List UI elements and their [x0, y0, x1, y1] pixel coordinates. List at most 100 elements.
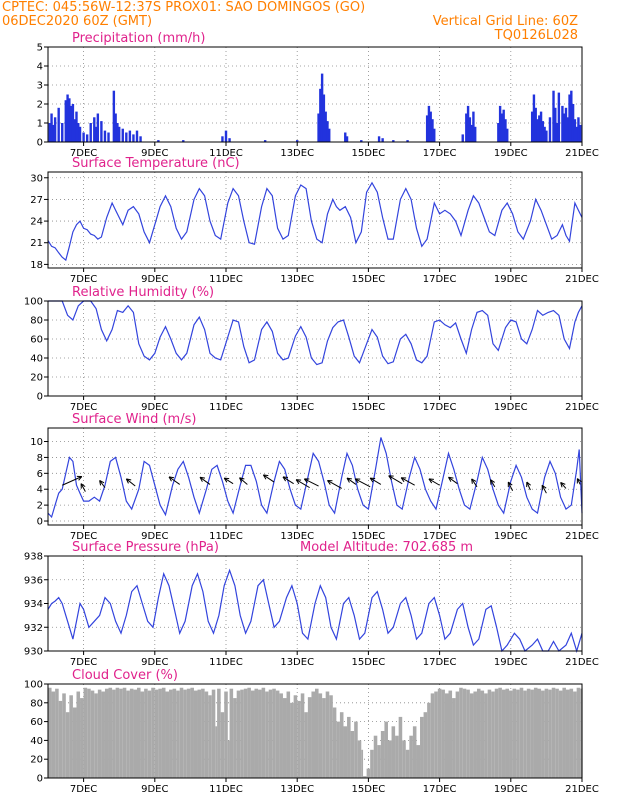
- cloud-cover-xtick-label: 7DEC: [70, 784, 97, 795]
- humidity-xtick-label: 15DEC: [352, 402, 386, 413]
- cloud-bar: [361, 749, 364, 778]
- cloud-bar: [322, 698, 326, 778]
- precip-bar: [64, 100, 67, 142]
- temperature-xtick-label: 15DEC: [352, 274, 386, 285]
- wind-arrow: [223, 477, 234, 485]
- precip-bar: [107, 132, 110, 142]
- precip-bar: [568, 94, 571, 142]
- humidity-ytick-label: 80: [30, 316, 43, 327]
- precip-bar: [466, 105, 470, 142]
- humidity-ytick-label: 60: [30, 335, 43, 346]
- precip-bar: [100, 121, 103, 142]
- cloud-cover-xtick-label: 9DEC: [141, 784, 168, 795]
- cloud-bar: [405, 749, 410, 778]
- cloud-bar: [501, 689, 506, 778]
- precip-bar: [77, 123, 80, 142]
- temperature-xtick-label: 17DEC: [423, 274, 457, 285]
- humidity-ytick-label: 20: [30, 373, 43, 384]
- cloud-bar: [297, 700, 301, 778]
- precip-bar: [322, 94, 326, 142]
- cloud-cover-title: Cloud Cover (%): [72, 668, 178, 683]
- pressure-xtick-label: 11DEC: [209, 657, 243, 668]
- cloud-bar: [576, 687, 581, 778]
- humidity-xtick-label: 19DEC: [494, 402, 528, 413]
- precipitation-ytick-label: 5: [37, 43, 43, 54]
- wind-xtick-label: 13DEC: [280, 531, 314, 542]
- cloud-bar: [448, 690, 453, 778]
- humidity-ytick-label: 0: [37, 392, 43, 403]
- precip-bar: [381, 138, 384, 142]
- cloud-bar: [555, 688, 559, 778]
- cloud-bar: [154, 689, 159, 778]
- cloud-bar: [416, 745, 421, 778]
- wind-title: Surface Wind (m/s): [72, 412, 196, 427]
- cloud-bar: [526, 688, 531, 778]
- cloud-bar: [347, 716, 351, 778]
- precip-bar: [579, 124, 582, 142]
- panel-wind: 0 2 4 6 8 10 7DEC 9DEC 11DEC 13DEC 15DEC 17DEC 19DEC…: [30, 412, 599, 542]
- cloud-bar: [311, 691, 315, 778]
- wind-ytick-label: 0: [37, 517, 43, 528]
- cloud-bar: [122, 687, 127, 778]
- cloud-bar: [366, 768, 371, 778]
- cloud-bar: [427, 702, 431, 778]
- precipitation-xtick-label: 7DEC: [70, 148, 97, 159]
- precip-bar: [89, 123, 92, 142]
- precip-bar: [461, 134, 464, 142]
- cloud-cover-frame: [47, 683, 583, 779]
- temperature-xtick-label: 7DEC: [70, 274, 97, 285]
- cloud-bar: [409, 735, 413, 778]
- precip-bar: [563, 113, 566, 142]
- wind-arrow: [471, 478, 478, 488]
- wind-plot-area: [48, 428, 582, 525]
- precip-bar: [532, 94, 536, 142]
- cloud-bar: [208, 695, 212, 778]
- cloud-bar: [509, 690, 513, 778]
- precip-bar: [94, 126, 98, 142]
- cloud-bar: [165, 691, 170, 778]
- cloud-bar: [459, 687, 463, 778]
- precip-bar: [52, 124, 55, 142]
- pressure-title: Surface Pressure (hPa): [72, 540, 219, 555]
- precipitation-xtick-label: 9DEC: [141, 148, 168, 159]
- precip-bar: [392, 140, 395, 142]
- cloud-bar: [58, 700, 63, 778]
- temperature-xtick-label: 19DEC: [494, 274, 528, 285]
- cloud-bar: [423, 712, 428, 778]
- temperature-ytick-label: 30: [30, 173, 43, 184]
- cloud-bar: [512, 688, 517, 778]
- cloud-bar: [562, 687, 566, 778]
- precip-bar: [61, 123, 64, 142]
- header-station: CPTEC: 045:56W-12:37S PROX01: SAO DOMING…: [2, 0, 365, 15]
- temperature-xtick-label: 21DEC: [565, 274, 599, 285]
- precip-bar: [296, 140, 299, 142]
- cloud-bar: [247, 687, 251, 778]
- header-model: TQ0126L028: [494, 28, 578, 43]
- cloud-bar: [430, 693, 435, 778]
- cloud-bar: [258, 689, 262, 778]
- wind-arrow: [526, 481, 531, 491]
- cloud-cover-xtick-label: 11DEC: [209, 784, 243, 795]
- cloud-bar: [76, 691, 81, 778]
- precip-bar: [498, 105, 502, 142]
- cloud-bar: [126, 690, 130, 778]
- cloud-bar: [395, 735, 399, 778]
- precip-bar: [317, 113, 320, 142]
- wind-arrow: [295, 479, 310, 489]
- pressure-ytick-label: 934: [24, 599, 43, 610]
- cloud-bar: [573, 691, 577, 778]
- precip-bar: [157, 140, 160, 142]
- precip-bar: [114, 113, 117, 142]
- precip-bar: [541, 121, 545, 142]
- pressure-xtick-label: 17DEC: [423, 657, 457, 668]
- cloud-bar: [112, 689, 116, 778]
- precip-bar: [68, 98, 71, 142]
- cloud-bar: [279, 693, 283, 778]
- precip-bar: [48, 123, 51, 142]
- cloud-bar: [469, 693, 474, 778]
- pressure-ytick-label: 938: [24, 552, 43, 563]
- precip-bar: [406, 140, 409, 142]
- cloud-bar: [484, 693, 488, 778]
- temperature-frame: [47, 171, 583, 269]
- cloud-bar: [144, 688, 148, 778]
